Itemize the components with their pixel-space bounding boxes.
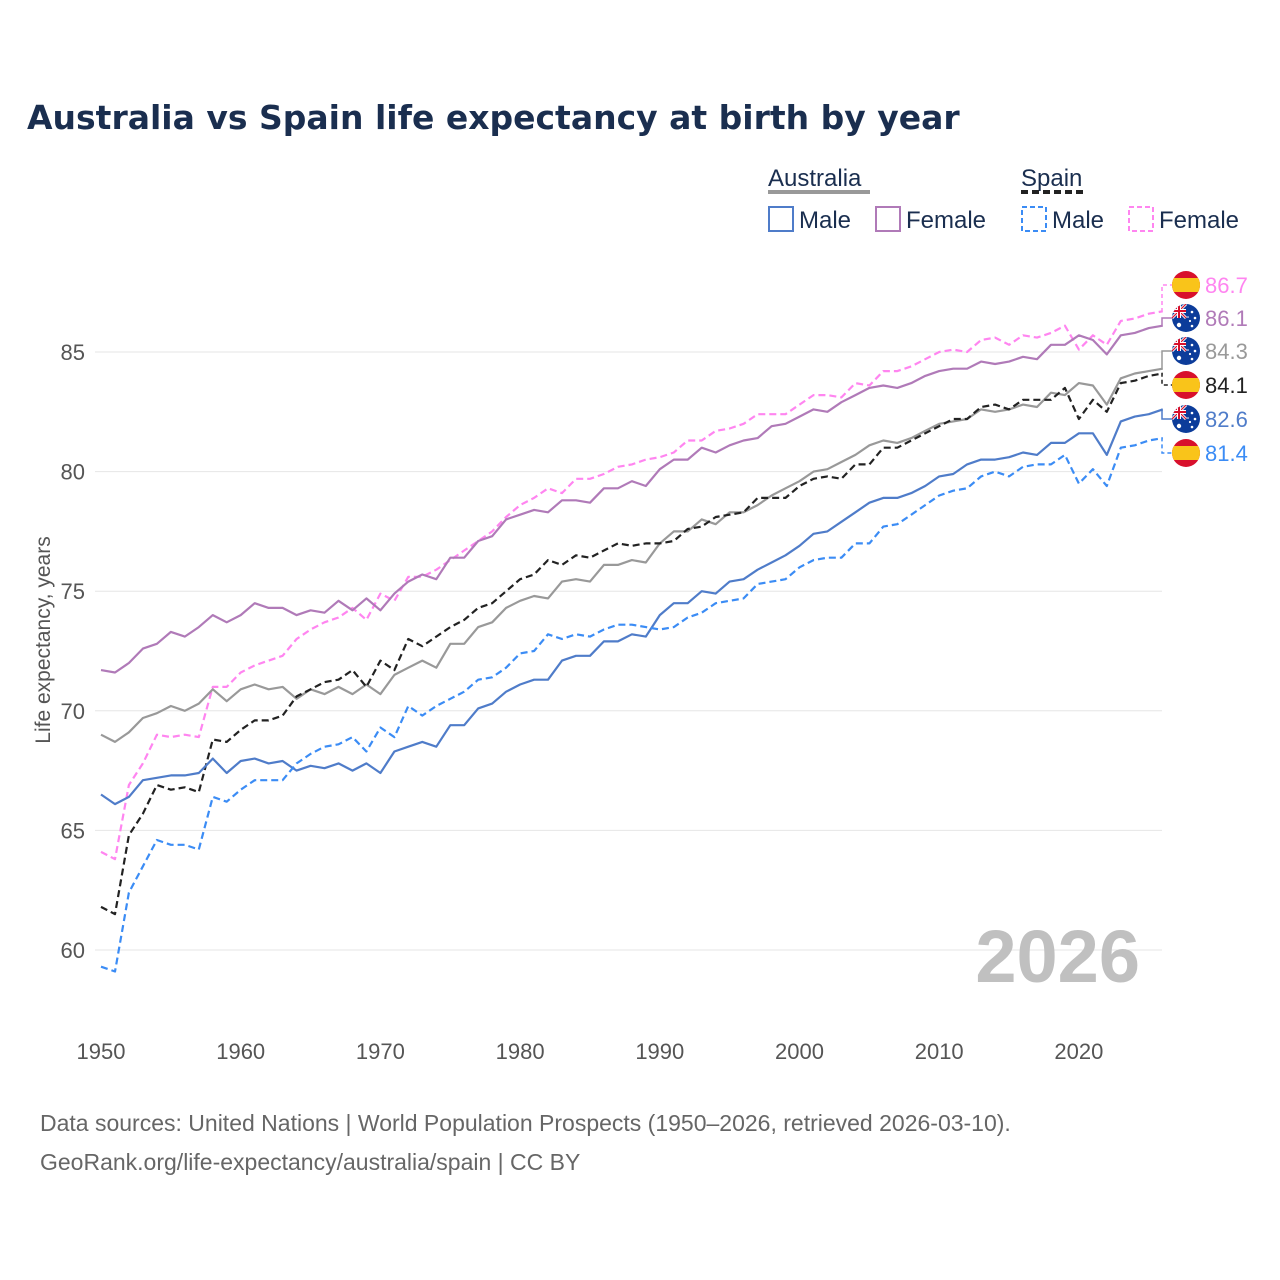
end-labels: 86.7 86.1 84.3 84.1 82.6 81.4 — [1161, 271, 1248, 467]
y-tick-label: 70 — [61, 699, 85, 724]
spain-flag-icon — [1172, 439, 1200, 467]
series-line-australia-female — [100, 324, 1163, 674]
series-line-australia — [100, 367, 1163, 744]
legend-australia-female-swatch — [875, 206, 901, 232]
legend-group-spain: Spain — [1021, 165, 1082, 192]
legend-australia-male-swatch — [768, 206, 794, 232]
series-line-spain — [100, 372, 1163, 916]
end-label-connector — [1161, 317, 1172, 327]
chart-title: Australia vs Spain life expectancy at bi… — [27, 98, 960, 137]
australia-flag-icon — [1172, 304, 1200, 332]
y-tick-label: 85 — [61, 340, 85, 365]
legend: Australia Male Female Spain Male Female — [768, 165, 1239, 234]
spain-flag-icon — [1172, 371, 1200, 399]
series-lines — [100, 310, 1164, 973]
y-tick-label: 80 — [61, 460, 85, 485]
series-line-australia-male — [100, 408, 1164, 806]
current-year-label: 2026 — [975, 915, 1140, 998]
end-value-label: 84.1 — [1205, 373, 1248, 398]
legend-spain-male[interactable]: Male — [1052, 207, 1104, 234]
end-value-label: 86.1 — [1205, 306, 1248, 331]
end-value-label: 84.3 — [1205, 339, 1248, 364]
end-label-connector — [1161, 372, 1172, 386]
x-tick-label: 2010 — [915, 1039, 964, 1064]
y-tick-label: 65 — [61, 818, 85, 843]
legend-group-australia: Australia — [768, 165, 862, 192]
series-line-spain-female — [100, 310, 1163, 861]
y-tick-label: 60 — [61, 938, 85, 963]
end-value-label: 81.4 — [1205, 441, 1248, 466]
grid — [95, 351, 1162, 951]
end-label-connector — [1161, 408, 1172, 420]
y-axis-label: Life expectancy, years — [32, 536, 55, 743]
legend-spain-female[interactable]: Female — [1159, 207, 1239, 234]
y-tick-label: 75 — [61, 579, 85, 604]
legend-spain-male-swatch — [1021, 206, 1047, 232]
x-tick-label: 2000 — [775, 1039, 824, 1064]
end-value-label: 86.7 — [1205, 273, 1248, 298]
x-tick-label: 1970 — [356, 1039, 405, 1064]
x-axis: 1950 1960 1970 1980 1990 2000 2010 2020 — [77, 1039, 1104, 1064]
x-tick-label: 1990 — [635, 1039, 684, 1064]
legend-australia-male[interactable]: Male — [799, 207, 851, 234]
legend-spain-female-swatch — [1128, 206, 1154, 232]
x-tick-label: 1950 — [77, 1039, 126, 1064]
end-value-label: 82.6 — [1205, 407, 1248, 432]
y-axis: 60 65 70 75 80 85 — [61, 340, 85, 963]
x-tick-label: 1960 — [216, 1039, 265, 1064]
series-line-spain-male — [100, 437, 1163, 973]
end-label-connector — [1161, 284, 1172, 313]
source-line-2[interactable]: GeoRank.org/life-expectancy/australia/sp… — [40, 1149, 580, 1175]
end-label-connector — [1161, 437, 1172, 454]
australia-flag-icon — [1172, 405, 1200, 433]
end-label-connector — [1161, 350, 1172, 370]
spain-flag-icon — [1172, 271, 1200, 299]
x-tick-label: 2020 — [1054, 1039, 1103, 1064]
x-tick-label: 1980 — [496, 1039, 545, 1064]
legend-australia-female[interactable]: Female — [906, 207, 986, 234]
australia-flag-icon — [1172, 337, 1200, 365]
source-line-1: Data sources: United Nations | World Pop… — [40, 1110, 1011, 1136]
